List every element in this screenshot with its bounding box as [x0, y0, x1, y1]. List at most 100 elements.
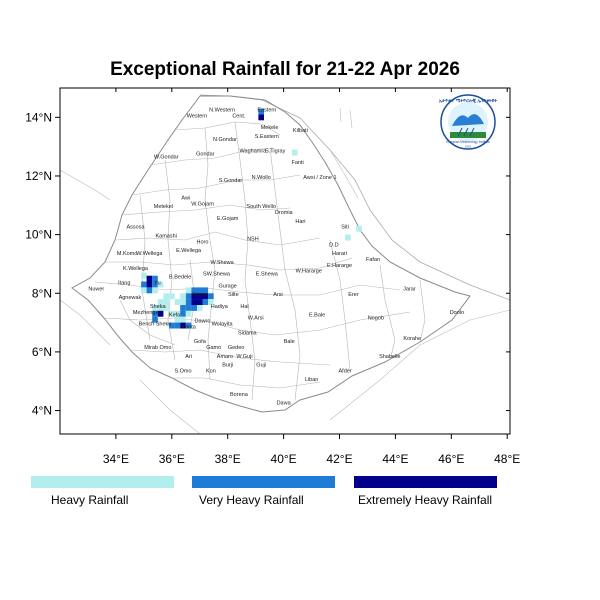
y-tick-label: 10°N	[25, 228, 52, 242]
zone-label: Fanti	[291, 160, 303, 166]
rainfall-cell	[152, 275, 158, 282]
rainfall-cell	[185, 305, 192, 311]
rainfall-cell	[169, 293, 175, 300]
zone-label: Kamashi	[155, 234, 176, 240]
legend-label-very-heavy: Very Heavy Rainfall	[199, 493, 304, 507]
y-tick-label: 14°N	[25, 110, 52, 124]
rainfall-cell	[180, 316, 186, 323]
x-tick-label: 46°E	[438, 452, 464, 466]
y-tick-label: 6°N	[32, 345, 52, 359]
zone-label: Bench Sheko	[139, 322, 172, 328]
map-title: Exceptional Rainfall for 21-22 Apr 2026	[110, 59, 460, 80]
rainfall-cell	[163, 293, 169, 300]
zone-label: M.Komo	[117, 251, 137, 257]
neighbour-border	[329, 309, 510, 421]
logo-text-bottom: Ethiopian Meteorology Institute	[446, 140, 490, 144]
zone-label: Burji	[222, 363, 233, 369]
logo-text-top: ኢትዮጵያ ሜትዮሮሎጂ ኢንስቲትዩት	[439, 98, 498, 103]
zone-label: Amaro	[217, 354, 233, 360]
rainfall-cell	[185, 310, 192, 317]
zone-label: Arsi	[273, 292, 282, 298]
zone-label: Cent.	[232, 113, 246, 119]
rainfall-cell	[197, 299, 203, 305]
zone-label: Korahe	[403, 336, 421, 342]
rainfall-cell	[163, 299, 169, 305]
zone-label: Afder	[339, 368, 352, 374]
zone-label: Wolayita	[212, 322, 234, 328]
rainfall-cell	[185, 287, 192, 294]
rainfall-cell	[152, 310, 158, 317]
rainfall-cell	[345, 234, 351, 241]
neighbour-border	[339, 107, 353, 129]
logo-year: 1951	[465, 145, 472, 149]
zone-label: S.Omo	[174, 368, 191, 374]
zone-label: Agnewak	[119, 295, 142, 301]
neighbour-border	[60, 299, 111, 346]
rainfall-cell	[202, 287, 209, 294]
rainfall-cell	[152, 305, 158, 311]
rainfall-cell	[163, 305, 169, 311]
rainfall-cell	[191, 305, 197, 311]
rainfall-cell	[202, 293, 209, 300]
axis-ticks: 34°E 36°E 38°E 40°E 42°E 44°E 46°E 48°E 14°N 12°N…	[25, 88, 520, 466]
y-tick-label: 12°N	[25, 169, 52, 183]
zone-label: Itang	[118, 281, 130, 287]
zone-label: Oromia	[275, 210, 294, 216]
zone-label: S.Gondar	[219, 178, 243, 184]
zone-label: Awi	[181, 195, 190, 201]
zone-label: Hal	[240, 304, 248, 310]
x-tick-label: 42°E	[326, 452, 352, 466]
zone-label: Guji	[256, 363, 266, 369]
neighbour-border	[60, 169, 111, 201]
zone-label: Dawro	[195, 319, 211, 325]
y-tick-label: 4°N	[32, 404, 52, 418]
rainfall-cell	[157, 310, 164, 317]
rainfall-cell	[197, 305, 203, 311]
zone-label: Western	[187, 113, 207, 119]
zone-label: Ari	[185, 354, 192, 360]
zone-label: Kefa	[169, 313, 181, 319]
zone-label: Nuwer	[88, 286, 104, 292]
zone-label: Fafan	[366, 257, 380, 263]
rainfall-cell	[157, 305, 164, 311]
logo-rain-icon	[457, 127, 475, 137]
zone-label: W.Guji	[236, 354, 252, 360]
zone-label: Siti	[341, 225, 349, 231]
zone-label: E.Shewa	[256, 272, 279, 278]
rainfall-cell	[197, 287, 203, 294]
rainfall-cell	[174, 322, 181, 329]
rainfall-cell	[185, 322, 192, 329]
rainfall-cell	[202, 299, 209, 305]
zone-label: Horo	[197, 239, 209, 245]
rainfall-cell	[157, 299, 164, 305]
rainfall-cell	[180, 293, 186, 300]
logo-cloud-icon	[452, 114, 484, 126]
rainfall-cell	[157, 281, 164, 288]
legend: Heavy Rainfall Very Heavy Rainfall Extre…	[31, 476, 497, 507]
x-tick-label: 38°E	[215, 452, 241, 466]
neighbour-border	[329, 149, 359, 199]
zone-label: Jarar	[403, 286, 416, 292]
zone-label: Doolo	[450, 310, 464, 316]
zone-label: B.Bedele	[169, 275, 191, 281]
x-tick-label: 34°E	[103, 452, 129, 466]
zone-label: D.D	[329, 242, 339, 248]
zone-label: Nogob	[368, 316, 384, 322]
zone-label: Gofa	[194, 339, 207, 345]
rainfall-cells	[141, 108, 362, 329]
rainfall-cell	[356, 225, 362, 232]
zone-label: Assosa	[126, 225, 145, 231]
zone-label: K.Wellega	[123, 266, 149, 272]
rainfall-cell	[169, 322, 175, 329]
zone-label: W.Shewa	[210, 260, 234, 266]
x-tick-label: 36°E	[159, 452, 185, 466]
rainfall-cell	[191, 299, 197, 305]
zone-label: Hari	[295, 219, 305, 225]
zone-label: E.Gojam	[217, 216, 239, 222]
logo-land-icon	[450, 132, 486, 138]
rainfall-cell	[180, 322, 186, 329]
rainfall-cell	[146, 287, 153, 294]
